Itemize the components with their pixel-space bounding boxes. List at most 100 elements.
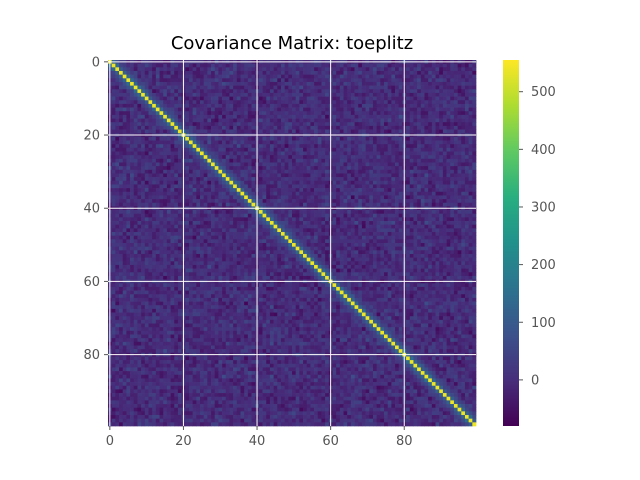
heatmap-cell (413, 232, 418, 237)
heatmap-cell (137, 232, 142, 237)
heatmap-cell (133, 151, 138, 156)
heatmap-cell (442, 169, 447, 174)
heatmap-cell (391, 210, 396, 215)
heatmap-cell (269, 96, 274, 101)
heatmap-cell (358, 136, 363, 141)
heatmap-cell (126, 67, 131, 72)
heatmap-cell (424, 173, 429, 178)
heatmap-cell (343, 67, 348, 72)
heatmap-cell (453, 107, 458, 112)
heatmap-cell (384, 224, 389, 229)
heatmap-cell (115, 147, 120, 152)
heatmap-cell (442, 235, 447, 240)
heatmap-cell (273, 144, 278, 149)
heatmap-cell (240, 70, 245, 75)
heatmap-cell (133, 213, 138, 218)
heatmap-cell (325, 199, 330, 204)
heatmap-cell (240, 155, 245, 160)
heatmap-cell (170, 70, 175, 75)
heatmap-cell (354, 169, 359, 174)
heatmap-cell (218, 114, 223, 119)
heatmap-cell (244, 92, 249, 97)
heatmap-cell (303, 144, 308, 149)
heatmap-cell (280, 202, 285, 207)
heatmap-cell (314, 81, 319, 86)
heatmap-cell (321, 202, 326, 207)
heatmap-cell (111, 96, 116, 101)
heatmap-cell (277, 147, 282, 152)
heatmap-cell (372, 184, 377, 189)
heatmap-cell (350, 162, 355, 167)
heatmap-cell (461, 191, 466, 196)
heatmap-cell (409, 74, 414, 79)
heatmap-cell (369, 155, 374, 160)
heatmap-cell (218, 67, 223, 72)
heatmap-cell (247, 155, 252, 160)
heatmap-cell (361, 78, 366, 83)
heatmap-cell (214, 158, 219, 163)
heatmap-cell (365, 221, 370, 226)
heatmap-cell (185, 213, 190, 218)
heatmap-cell (225, 162, 230, 167)
heatmap-cell (269, 100, 274, 105)
heatmap-cell (126, 85, 131, 90)
heatmap-cell (192, 217, 197, 222)
heatmap-cell (163, 89, 168, 94)
heatmap-cell (137, 162, 142, 167)
heatmap-cell (391, 129, 396, 134)
heatmap-cell (229, 144, 234, 149)
heatmap-cell (280, 232, 285, 237)
heatmap-cell (155, 184, 160, 189)
heatmap-cell (350, 103, 355, 108)
heatmap-cell (126, 122, 131, 127)
heatmap-cell (369, 63, 374, 68)
heatmap-cell (177, 184, 182, 189)
heatmap-cell (384, 96, 389, 101)
heatmap-cell (317, 224, 322, 229)
heatmap-cell (111, 63, 116, 68)
heatmap-cell (310, 184, 315, 189)
heatmap-cell (196, 239, 201, 244)
heatmap-cell (111, 70, 116, 75)
heatmap-cell (431, 111, 436, 116)
heatmap-cell (464, 224, 469, 229)
heatmap-cell (391, 224, 396, 229)
heatmap-cell (435, 103, 440, 108)
heatmap-cell (284, 210, 289, 215)
heatmap-cell (266, 217, 271, 222)
heatmap-cell (295, 235, 300, 240)
heatmap-cell (222, 232, 227, 237)
heatmap-cell (420, 162, 425, 167)
heatmap-cell (380, 118, 385, 123)
heatmap-cell (424, 111, 429, 116)
heatmap-cell (192, 96, 197, 101)
heatmap-cell (406, 125, 411, 130)
heatmap-cell (450, 239, 455, 244)
heatmap-cell (277, 74, 282, 79)
heatmap-cell (288, 217, 293, 222)
heatmap-cell (141, 151, 146, 156)
heatmap-cell (137, 173, 142, 178)
heatmap-cell (159, 169, 164, 174)
heatmap-cell (395, 191, 400, 196)
heatmap-cell (284, 125, 289, 130)
heatmap-cell (295, 202, 300, 207)
heatmap-cell (446, 235, 451, 240)
heatmap-cell (325, 195, 330, 200)
heatmap-cell (376, 89, 381, 94)
heatmap-cell (384, 199, 389, 204)
heatmap-cell (406, 180, 411, 185)
heatmap-cell (384, 85, 389, 90)
heatmap-cell (211, 140, 216, 145)
heatmap-cell (347, 228, 352, 233)
heatmap-cell (435, 107, 440, 112)
heatmap-cell (303, 147, 308, 152)
heatmap-cell (225, 63, 230, 68)
heatmap-cell (292, 92, 297, 97)
heatmap-cell (269, 81, 274, 86)
heatmap-cell (303, 177, 308, 182)
heatmap-cell (122, 188, 127, 193)
heatmap-cell (163, 195, 168, 200)
heatmap-cell (472, 85, 477, 90)
heatmap-cell (365, 158, 370, 163)
